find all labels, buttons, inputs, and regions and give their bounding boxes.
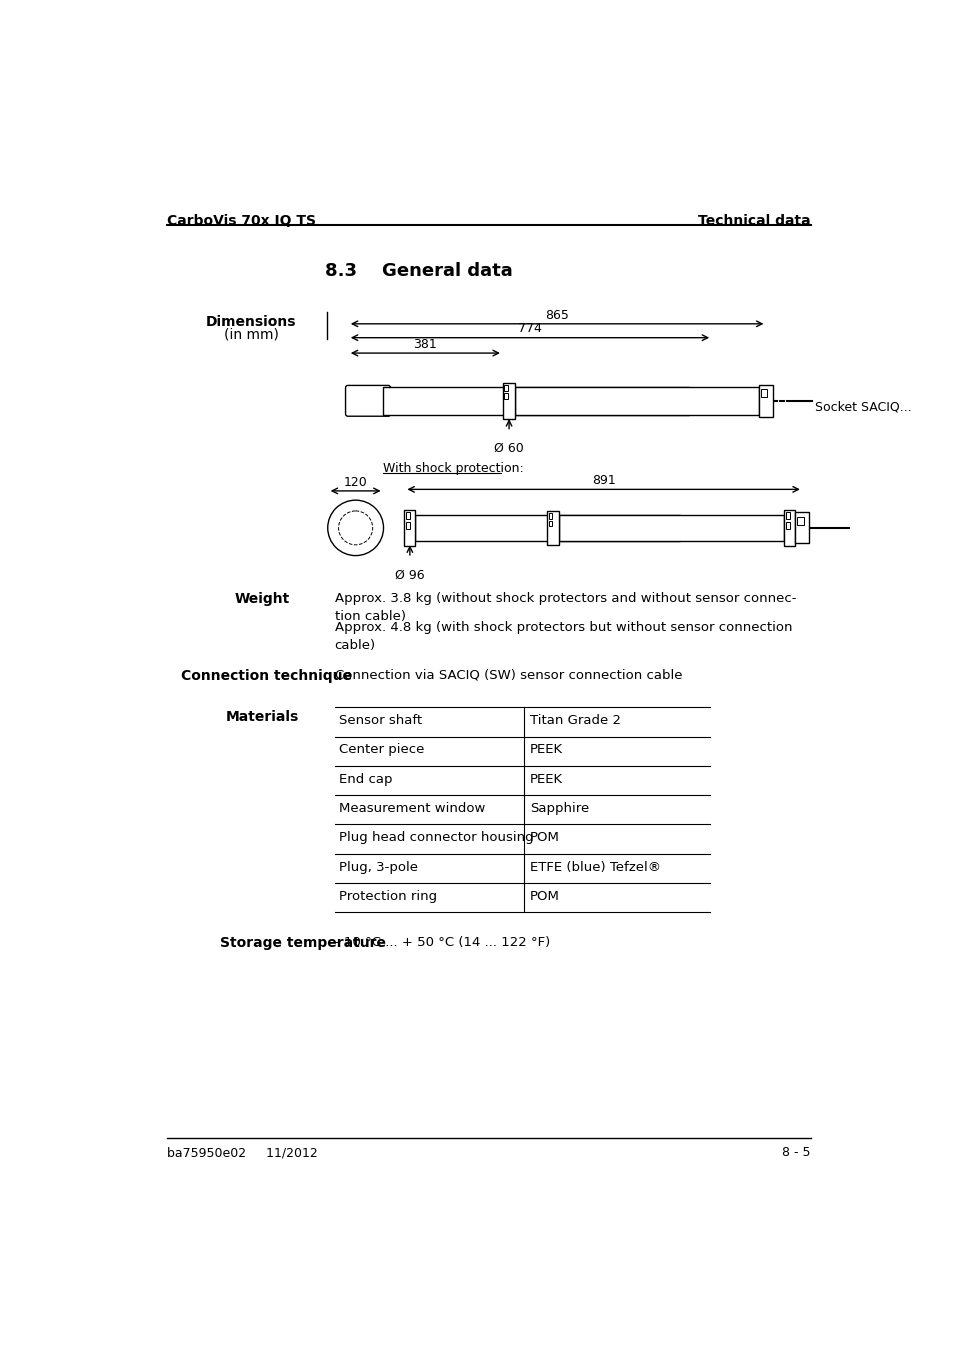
Bar bbox=[406, 523, 410, 528]
Text: Weight: Weight bbox=[234, 592, 290, 605]
Text: 8.3    General data: 8.3 General data bbox=[324, 262, 512, 280]
Text: 8 - 5: 8 - 5 bbox=[781, 1146, 810, 1159]
Text: Approx. 4.8 kg (with shock protectors but without sensor connection
cable): Approx. 4.8 kg (with shock protectors bu… bbox=[335, 621, 791, 653]
Text: 774: 774 bbox=[517, 323, 541, 335]
Text: Dimensions: Dimensions bbox=[206, 315, 296, 328]
Bar bbox=[504, 393, 508, 399]
Text: Center piece: Center piece bbox=[338, 743, 423, 757]
Bar bbox=[546, 511, 558, 544]
Bar bbox=[794, 512, 808, 543]
Text: Sapphire: Sapphire bbox=[530, 802, 589, 815]
Bar bbox=[382, 386, 688, 415]
Text: 865: 865 bbox=[544, 308, 569, 322]
Bar bbox=[415, 515, 679, 540]
Bar bbox=[783, 511, 794, 546]
Bar bbox=[515, 386, 758, 415]
Text: Measurement window: Measurement window bbox=[338, 802, 484, 815]
Text: 891: 891 bbox=[591, 474, 615, 488]
Text: ba75950e02     11/2012: ba75950e02 11/2012 bbox=[167, 1146, 317, 1159]
Text: 120: 120 bbox=[343, 476, 367, 489]
Bar bbox=[404, 511, 415, 546]
Bar bbox=[406, 512, 410, 519]
Text: PEEK: PEEK bbox=[530, 743, 562, 757]
Text: Materials: Materials bbox=[226, 711, 299, 724]
Text: ETFE (blue) Tefzel®: ETFE (blue) Tefzel® bbox=[530, 861, 660, 874]
Text: 381: 381 bbox=[413, 338, 436, 351]
FancyBboxPatch shape bbox=[345, 385, 390, 416]
Text: Technical data: Technical data bbox=[698, 215, 810, 228]
Bar bbox=[797, 517, 802, 524]
Text: Storage temperature: Storage temperature bbox=[220, 936, 386, 950]
Text: Ø 96: Ø 96 bbox=[395, 569, 424, 582]
Text: Protection ring: Protection ring bbox=[338, 890, 436, 902]
Bar bbox=[548, 521, 552, 527]
Text: - 10 °C ... + 50 °C (14 ... 122 °F): - 10 °C ... + 50 °C (14 ... 122 °F) bbox=[335, 936, 549, 948]
Text: Connection via SACIQ (SW) sensor connection cable: Connection via SACIQ (SW) sensor connect… bbox=[335, 669, 681, 682]
Text: Connection technique: Connection technique bbox=[181, 669, 352, 682]
Text: Ø 60: Ø 60 bbox=[494, 442, 523, 455]
Bar bbox=[504, 385, 508, 390]
Bar bbox=[785, 523, 789, 528]
Text: CarboVis 70x IQ TS: CarboVis 70x IQ TS bbox=[167, 215, 316, 228]
Text: PEEK: PEEK bbox=[530, 773, 562, 786]
Text: Plug, 3-pole: Plug, 3-pole bbox=[338, 861, 417, 874]
Text: Plug head connector housing: Plug head connector housing bbox=[338, 831, 533, 844]
Bar bbox=[502, 384, 515, 419]
Bar bbox=[760, 389, 766, 397]
Bar bbox=[785, 512, 789, 519]
Text: POM: POM bbox=[530, 890, 559, 902]
Text: With shock protection:: With shock protection: bbox=[382, 462, 523, 476]
Bar bbox=[548, 513, 552, 519]
Text: End cap: End cap bbox=[338, 773, 392, 786]
Text: Socket SACIQ...: Socket SACIQ... bbox=[815, 400, 911, 413]
Text: POM: POM bbox=[530, 831, 559, 844]
Text: Approx. 3.8 kg (without shock protectors and without sensor connec-
tion cable): Approx. 3.8 kg (without shock protectors… bbox=[335, 592, 796, 623]
Bar bbox=[558, 515, 783, 540]
Text: Sensor shaft: Sensor shaft bbox=[338, 715, 421, 727]
Text: Titan Grade 2: Titan Grade 2 bbox=[530, 715, 620, 727]
Text: (in mm): (in mm) bbox=[223, 328, 278, 342]
Bar bbox=[758, 385, 772, 417]
